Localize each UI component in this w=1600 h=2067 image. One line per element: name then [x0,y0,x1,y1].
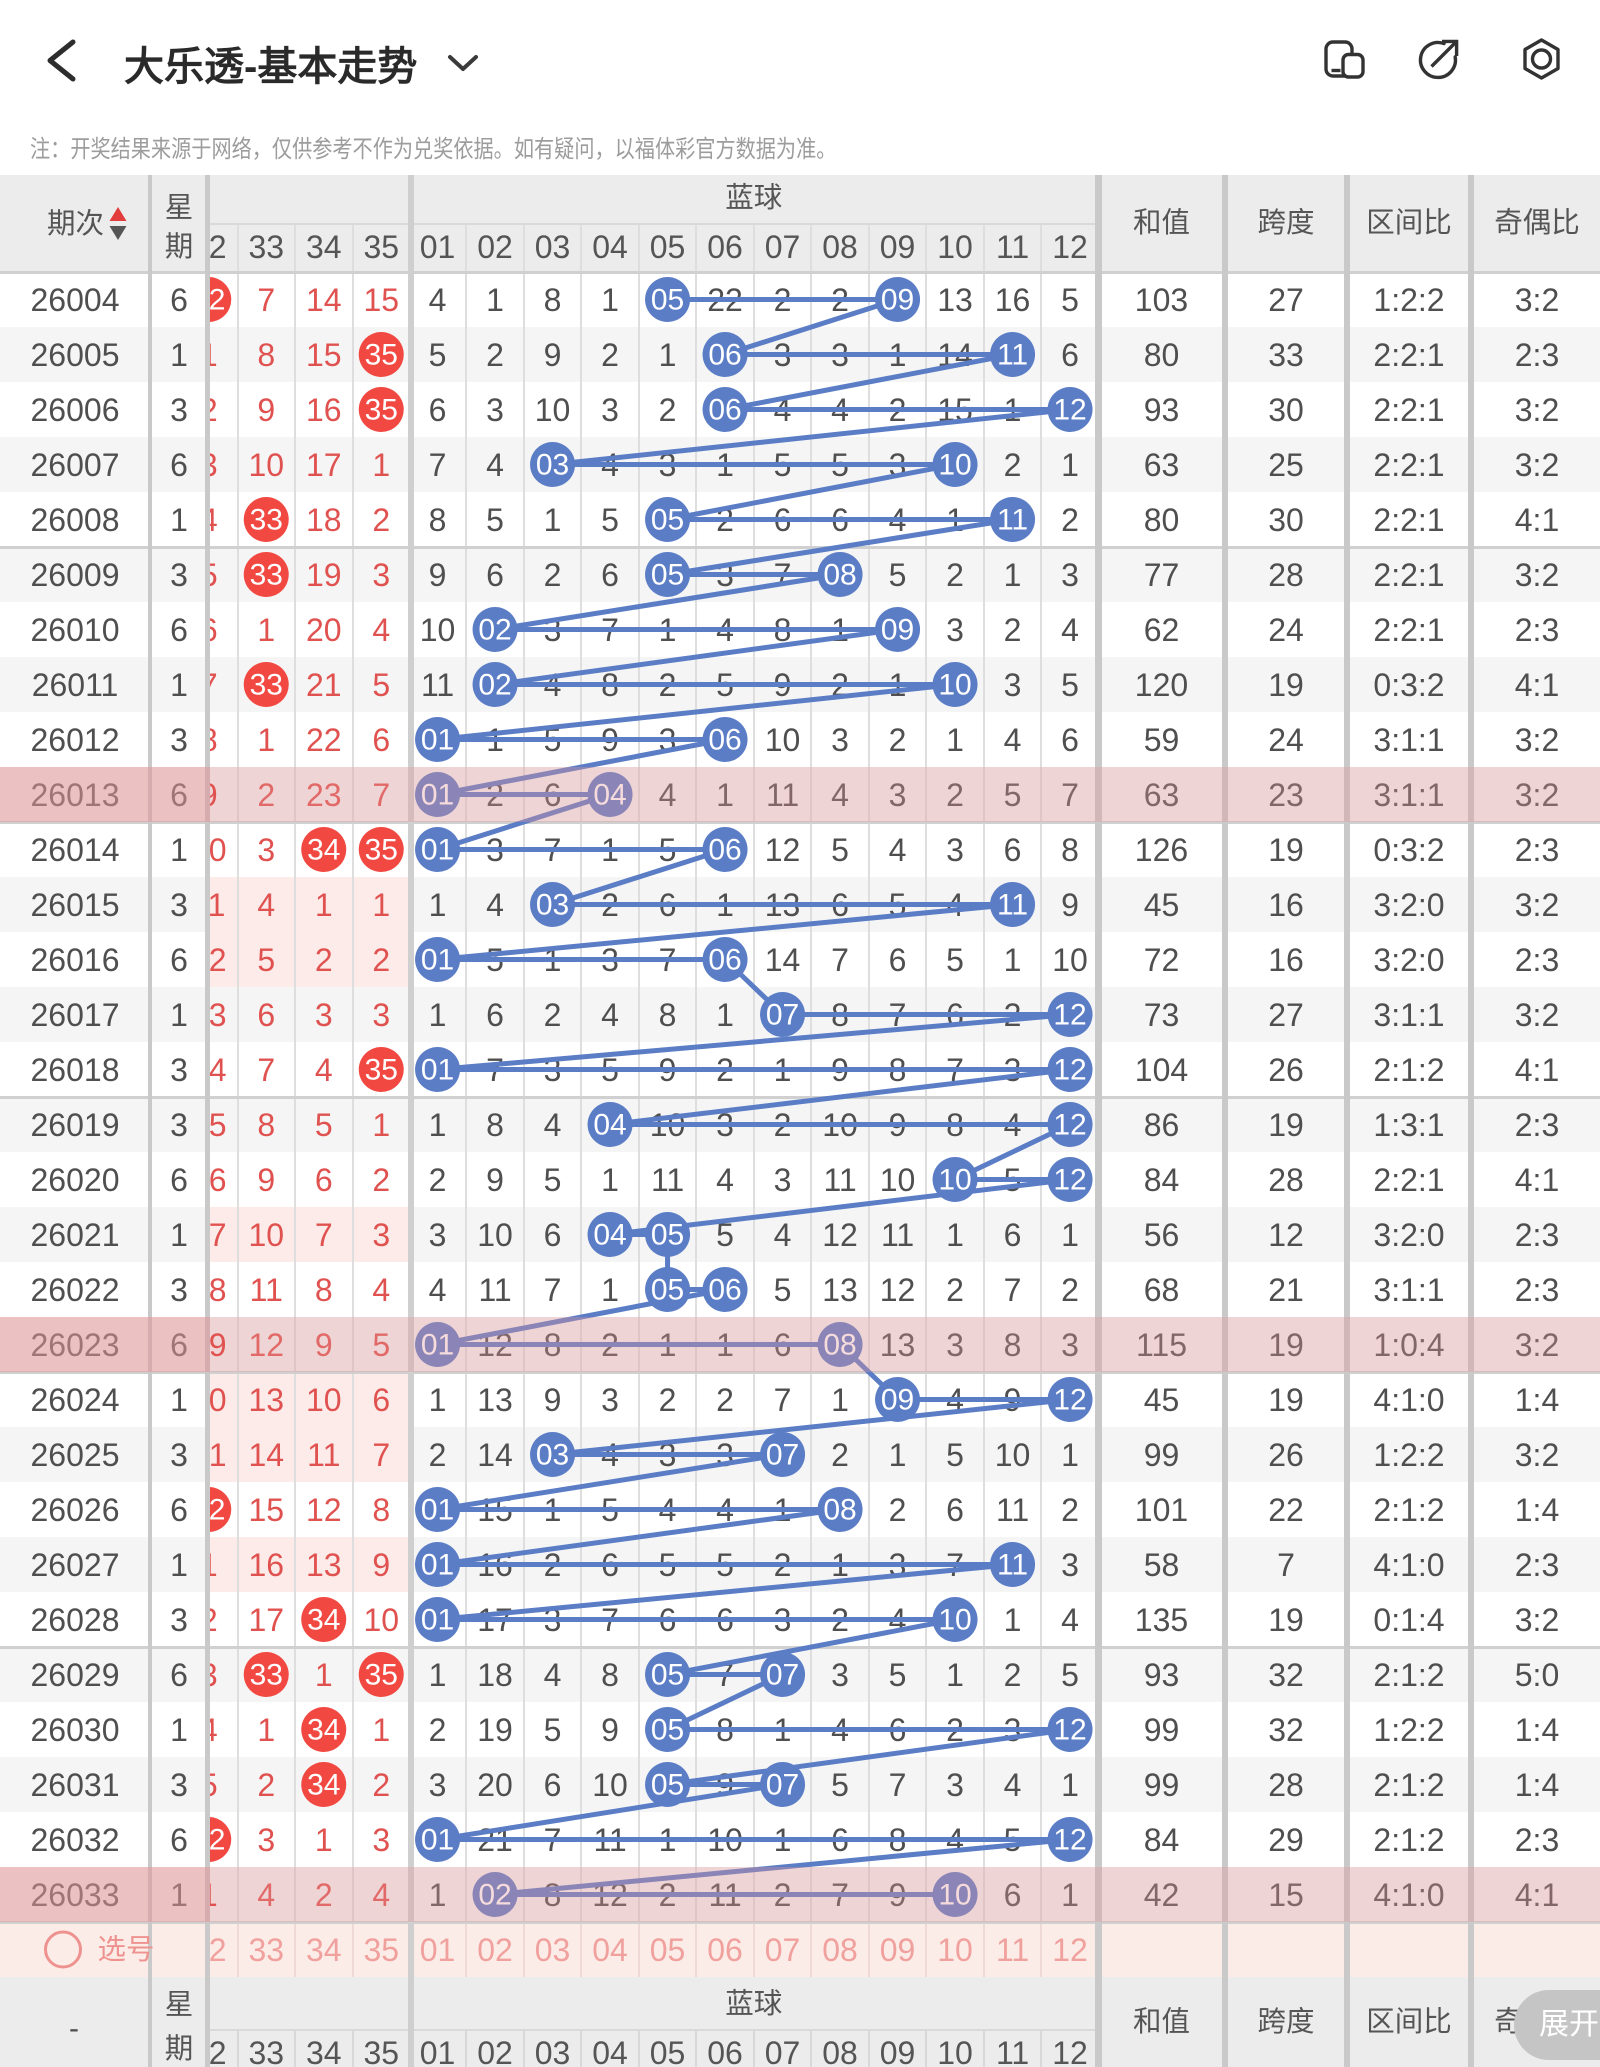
svg-text:33: 33 [250,504,283,537]
svg-text:33: 33 [250,1659,283,1692]
svg-text:07: 07 [766,999,799,1032]
svg-text:04: 04 [593,1219,626,1252]
svg-text:12: 12 [1053,1824,1086,1857]
svg-text:01: 01 [421,1054,454,1087]
svg-text:12: 12 [1053,1054,1086,1087]
svg-text:05: 05 [651,1659,684,1692]
svg-text:34: 34 [307,834,340,867]
svg-text:01: 01 [421,834,454,867]
svg-text:35: 35 [365,1054,398,1087]
svg-text:05: 05 [651,1769,684,1802]
svg-text:02: 02 [478,1879,511,1912]
svg-text:03: 03 [536,1439,569,1472]
svg-text:10: 10 [938,669,971,702]
svg-text:35: 35 [365,834,398,867]
svg-text:01: 01 [421,1494,454,1527]
svg-text:10: 10 [938,1604,971,1637]
svg-text:05: 05 [651,1219,684,1252]
svg-text:09: 09 [881,614,914,647]
svg-text:10: 10 [938,449,971,482]
svg-text:01: 01 [421,1549,454,1582]
svg-text:32: 32 [192,284,225,317]
svg-text:07: 07 [766,1659,799,1692]
svg-text:11: 11 [997,889,1028,922]
svg-text:32: 32 [192,1824,225,1857]
svg-text:09: 09 [881,1384,914,1417]
svg-text:09: 09 [881,284,914,317]
svg-text:06: 06 [708,944,741,977]
svg-text:33: 33 [250,559,283,592]
svg-text:06: 06 [708,724,741,757]
svg-text:12: 12 [1053,1384,1086,1417]
svg-text:10: 10 [938,1879,971,1912]
svg-text:34: 34 [307,1769,340,1802]
svg-text:02: 02 [478,669,511,702]
svg-text:35: 35 [365,339,398,372]
svg-text:06: 06 [708,339,741,372]
svg-text:01: 01 [421,1329,454,1362]
svg-text:12: 12 [1053,1164,1086,1197]
svg-text:08: 08 [823,1494,856,1527]
svg-text:33: 33 [250,669,283,702]
svg-text:05: 05 [651,504,684,537]
svg-text:12: 12 [1053,999,1086,1032]
svg-text:06: 06 [708,1274,741,1307]
svg-text:01: 01 [421,944,454,977]
svg-text:06: 06 [708,834,741,867]
svg-text:06: 06 [708,394,741,427]
svg-text:05: 05 [651,1274,684,1307]
svg-text:05: 05 [651,559,684,592]
svg-text:34: 34 [307,1604,340,1637]
svg-text:01: 01 [421,779,454,812]
svg-text:01: 01 [421,1604,454,1637]
svg-text:10: 10 [938,1164,971,1197]
svg-text:32: 32 [192,1494,225,1527]
svg-text:11: 11 [997,1549,1028,1582]
svg-text:12: 12 [1053,1109,1086,1142]
svg-text:01: 01 [421,724,454,757]
svg-text:05: 05 [651,284,684,317]
svg-text:04: 04 [593,1109,626,1142]
svg-text:03: 03 [536,449,569,482]
svg-text:07: 07 [766,1769,799,1802]
svg-text:08: 08 [823,1329,856,1362]
svg-text:11: 11 [997,504,1028,537]
svg-text:11: 11 [997,339,1028,372]
svg-text:07: 07 [766,1439,799,1472]
svg-text:12: 12 [1053,1714,1086,1747]
svg-text:12: 12 [1053,394,1086,427]
svg-text:01: 01 [421,1824,454,1857]
svg-text:03: 03 [536,889,569,922]
svg-text:04: 04 [593,779,626,812]
svg-text:35: 35 [365,394,398,427]
svg-text:08: 08 [823,559,856,592]
svg-text:02: 02 [478,614,511,647]
svg-text:34: 34 [307,1714,340,1747]
svg-text:35: 35 [365,1659,398,1692]
svg-text:05: 05 [651,1714,684,1747]
